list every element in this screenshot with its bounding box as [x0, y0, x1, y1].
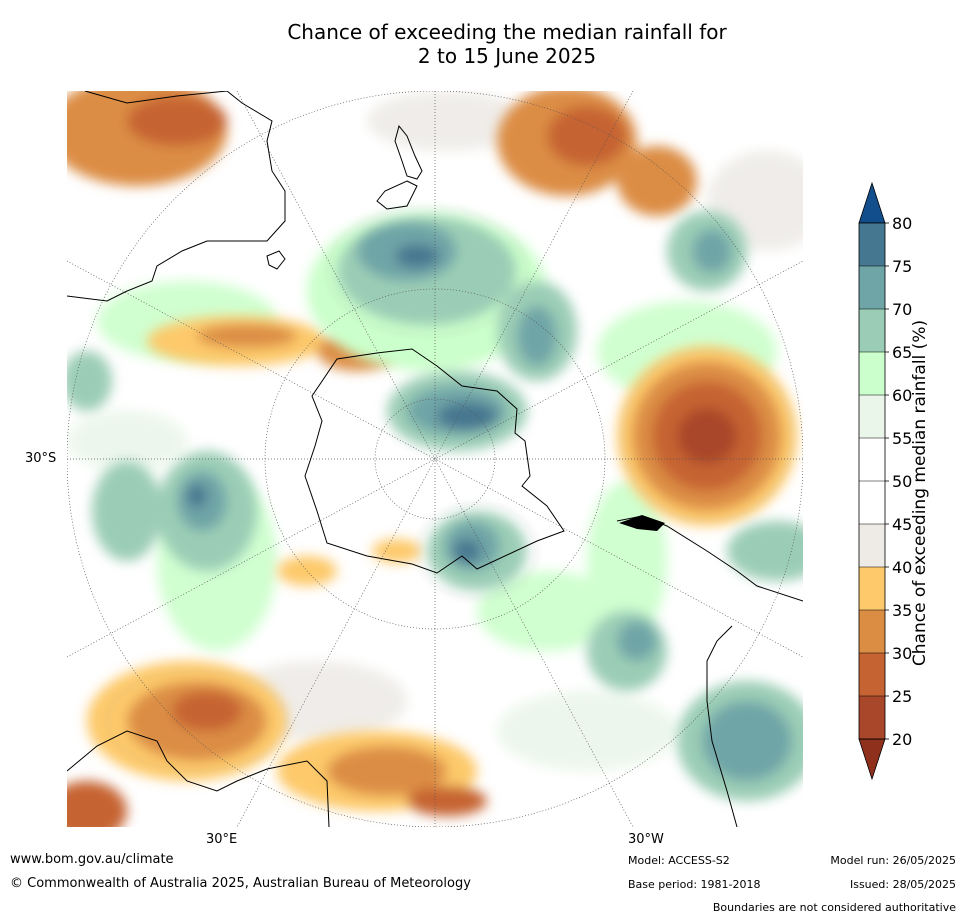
colorbar-tick-label: 55 [892, 429, 912, 448]
contour-lines [106, 205, 793, 772]
colorbar-band [859, 653, 885, 696]
title-line-1: Chance of exceeding the median rainfall … [287, 20, 727, 44]
colorbar-tick-label: 70 [892, 300, 912, 319]
footer-model-run: Model run: 26/05/2025 [830, 854, 956, 867]
colorbar-over-arrow [858, 181, 886, 224]
longitude-label-west: 30°W [628, 832, 664, 847]
colorbar-tick-label: 80 [892, 214, 912, 233]
footer-boundaries: Boundaries are not considered authoritat… [712, 901, 956, 914]
longitude-label-east: 30°E [206, 832, 238, 847]
colorbar-tick-label: 50 [892, 472, 912, 491]
rainfall-map [67, 91, 803, 827]
colorbar: 20 25 30 35 40 45 50 55 60 65 70 75 80 [850, 180, 960, 785]
colorbar-tick-label: 25 [892, 687, 912, 706]
colorbar-under-arrow [858, 738, 886, 781]
footer-website: www.bom.gov.au/climate [10, 852, 174, 867]
graticule [67, 91, 803, 827]
footer-model: Model: ACCESS-S2 [628, 854, 730, 867]
colorbar-svg: 20 25 30 35 40 45 50 55 60 65 70 75 80 [858, 181, 912, 781]
antarctica-coast [304, 348, 565, 574]
colorbar-band [859, 610, 885, 653]
colorbar-tick-label: 30 [892, 644, 912, 663]
colorbar-tick-label: 65 [892, 343, 912, 362]
colorbar-band [859, 524, 885, 567]
colorbar-band [859, 266, 885, 309]
colorbar-tick-label: 60 [892, 386, 912, 405]
footer-base-period: Base period: 1981-2018 [628, 878, 761, 891]
colorbar-tick-label: 20 [892, 730, 912, 749]
tasmania-coast [266, 250, 286, 270]
colorbar-tick-label: 45 [892, 515, 912, 534]
new-zealand-coast [376, 124, 423, 210]
tierra-del-fuego [619, 515, 665, 531]
wet-anomalies [67, 211, 803, 801]
colorbar-band [859, 309, 885, 352]
map-svg [67, 91, 803, 827]
colorbar-tick-label: 35 [892, 601, 912, 620]
colorbar-tick-label: 75 [892, 257, 912, 276]
colorbar-band [859, 481, 885, 524]
footer-issued: Issued: 28/05/2025 [849, 878, 956, 891]
map-title: Chance of exceeding the median rainfall … [67, 20, 947, 68]
australia-coast [67, 91, 286, 302]
colorbar-label: Chance of exceeding median rainfall (%) [910, 319, 930, 667]
colorbar-band [859, 438, 885, 481]
colorbar-band [859, 352, 885, 395]
footer-copyright: © Commonwealth of Australia 2025, Austra… [10, 876, 471, 891]
south-africa-coast [67, 730, 330, 827]
colorbar-band [859, 567, 885, 610]
colorbar-band [859, 696, 885, 739]
title-line-2: 2 to 15 June 2025 [417, 44, 597, 68]
colorbar-band [859, 395, 885, 438]
colorbar-tick-label: 40 [892, 558, 912, 577]
colorbar-band [859, 223, 885, 266]
latitude-label: 30°S [25, 451, 57, 466]
